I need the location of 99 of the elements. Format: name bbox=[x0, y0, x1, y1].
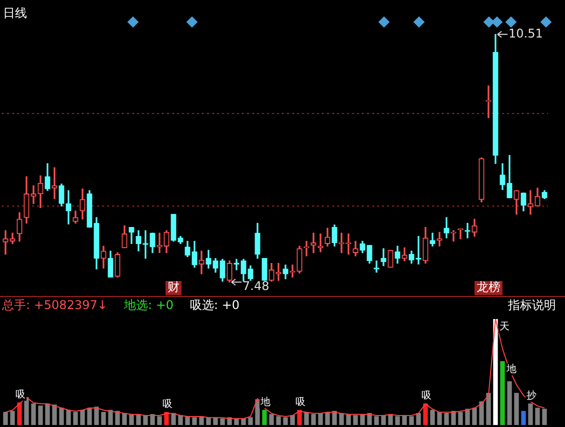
bar bbox=[150, 414, 155, 425]
bar bbox=[73, 412, 78, 425]
bar bbox=[437, 412, 442, 425]
bar bbox=[10, 410, 15, 425]
annotation: 龙榜 bbox=[476, 280, 500, 294]
bar bbox=[353, 415, 358, 425]
bar bbox=[472, 408, 477, 425]
bar bbox=[416, 413, 421, 425]
bar bbox=[122, 413, 127, 425]
annotation: 地 bbox=[260, 396, 270, 408]
bar bbox=[52, 404, 57, 425]
bar bbox=[388, 414, 393, 425]
bar bbox=[458, 412, 463, 425]
bar bbox=[304, 412, 309, 425]
bar bbox=[451, 410, 456, 425]
bar bbox=[234, 418, 239, 425]
bar bbox=[395, 416, 400, 425]
bar bbox=[17, 402, 22, 425]
annotation: 吸 bbox=[296, 396, 306, 408]
annotation: 财 bbox=[168, 280, 180, 294]
annotation: 吸 bbox=[162, 398, 172, 410]
candlestick bbox=[444, 217, 450, 238]
bar bbox=[542, 408, 547, 425]
annotation: 吸 bbox=[16, 389, 26, 400]
annotation: 7.48 bbox=[242, 279, 270, 294]
bar bbox=[514, 392, 519, 425]
bar bbox=[59, 408, 64, 425]
candlestick bbox=[310, 232, 316, 253]
bar bbox=[500, 361, 505, 425]
bar bbox=[220, 418, 225, 425]
bar bbox=[479, 401, 484, 425]
bar bbox=[339, 413, 344, 425]
bar bbox=[381, 415, 386, 425]
bar bbox=[465, 408, 470, 425]
text: 总手: +5082397↓ bbox=[1, 298, 108, 312]
bar bbox=[297, 410, 302, 425]
candlestick bbox=[10, 232, 16, 244]
bar bbox=[423, 403, 428, 425]
bar bbox=[486, 392, 491, 425]
bar bbox=[409, 416, 414, 425]
bar bbox=[108, 410, 113, 425]
bar bbox=[332, 410, 337, 425]
bar bbox=[318, 413, 323, 425]
text: 指标说明 bbox=[507, 298, 556, 312]
bar bbox=[129, 414, 134, 425]
bar bbox=[374, 416, 379, 425]
bar bbox=[101, 412, 106, 425]
bar bbox=[325, 412, 330, 425]
annotation: 日线 bbox=[3, 6, 27, 20]
bar bbox=[507, 381, 512, 425]
bar bbox=[360, 414, 365, 425]
candlestick bbox=[318, 234, 324, 252]
annotation: 抄 bbox=[526, 389, 536, 402]
bar bbox=[276, 416, 281, 425]
bar bbox=[115, 410, 120, 425]
bar bbox=[178, 415, 183, 425]
candlestick bbox=[450, 230, 456, 242]
bar bbox=[94, 406, 99, 425]
candlestick bbox=[52, 167, 58, 200]
bar bbox=[143, 415, 148, 425]
bar bbox=[157, 416, 162, 425]
bar bbox=[31, 403, 36, 425]
bar bbox=[171, 413, 176, 425]
annotation: 天 bbox=[500, 322, 510, 333]
text: 吸选: +0 bbox=[190, 298, 240, 312]
candlestick bbox=[380, 248, 386, 266]
candlestick bbox=[2, 230, 8, 255]
bar bbox=[3, 412, 8, 425]
bar bbox=[192, 417, 197, 425]
bar bbox=[367, 413, 372, 425]
bar bbox=[493, 319, 498, 425]
text: 地选: +0 bbox=[123, 298, 174, 312]
bar bbox=[521, 410, 526, 425]
bar bbox=[290, 415, 295, 425]
bar bbox=[136, 414, 141, 425]
bar bbox=[248, 417, 253, 425]
bar bbox=[241, 418, 246, 425]
bar bbox=[45, 403, 50, 425]
bar bbox=[87, 408, 92, 425]
annotation: 吸 bbox=[422, 390, 432, 402]
bar bbox=[269, 414, 274, 425]
bar bbox=[255, 399, 260, 425]
bar bbox=[311, 414, 316, 425]
bar bbox=[444, 413, 449, 425]
bar bbox=[535, 408, 540, 425]
bar bbox=[66, 410, 71, 425]
candlestick bbox=[30, 185, 36, 204]
candlestick bbox=[374, 260, 380, 273]
candlestick bbox=[198, 250, 204, 274]
bar bbox=[430, 410, 435, 425]
annotation: 10.51 bbox=[508, 26, 543, 40]
candlestick bbox=[66, 190, 72, 224]
bar bbox=[80, 410, 85, 425]
candlestick bbox=[142, 230, 148, 259]
bar bbox=[164, 412, 169, 425]
annotation: 地 bbox=[506, 362, 516, 375]
bar bbox=[38, 406, 43, 425]
bar bbox=[283, 417, 288, 425]
bar bbox=[346, 414, 351, 425]
